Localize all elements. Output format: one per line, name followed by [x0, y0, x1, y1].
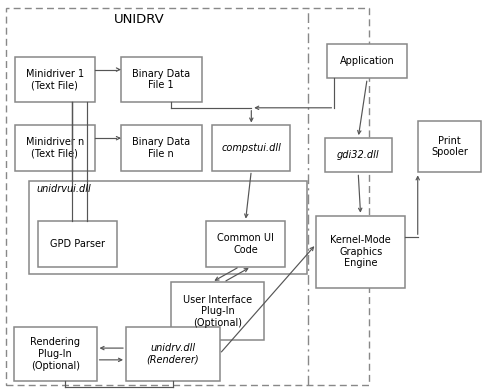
- Text: Print
Spooler: Print Spooler: [431, 136, 468, 158]
- Text: Kernel-Mode
Graphics
Engine: Kernel-Mode Graphics Engine: [330, 235, 391, 269]
- Bar: [327, 44, 407, 78]
- Text: unidrvui.dll: unidrvui.dll: [37, 184, 91, 194]
- Text: GPD Parser: GPD Parser: [50, 239, 105, 249]
- Bar: [325, 138, 392, 172]
- Text: compstui.dll: compstui.dll: [222, 143, 281, 153]
- Bar: [121, 125, 202, 171]
- Text: gdi32.dll: gdi32.dll: [337, 150, 380, 160]
- Bar: [29, 181, 307, 274]
- Bar: [126, 327, 220, 381]
- Text: unidrv.dll
(Renderer): unidrv.dll (Renderer): [146, 343, 199, 365]
- Bar: [6, 8, 369, 385]
- Bar: [212, 125, 290, 171]
- Bar: [14, 327, 97, 381]
- Bar: [15, 125, 95, 171]
- Bar: [206, 221, 285, 267]
- Bar: [418, 121, 481, 172]
- Bar: [38, 221, 117, 267]
- Text: Rendering
Plug-In
(Optional): Rendering Plug-In (Optional): [30, 338, 80, 370]
- Text: User Interface
Plug-In
(Optional): User Interface Plug-In (Optional): [183, 295, 252, 328]
- Text: Minidriver n
(Text File): Minidriver n (Text File): [26, 137, 84, 159]
- Text: Minidriver 1
(Text File): Minidriver 1 (Text File): [26, 69, 84, 90]
- Bar: [171, 282, 264, 340]
- Text: Common UI
Code: Common UI Code: [217, 233, 274, 255]
- Text: Binary Data
File n: Binary Data File n: [132, 137, 190, 159]
- Bar: [15, 57, 95, 102]
- Text: UNIDRV: UNIDRV: [114, 13, 164, 26]
- Text: Binary Data
File 1: Binary Data File 1: [132, 69, 190, 90]
- Text: Application: Application: [340, 56, 395, 66]
- Bar: [316, 216, 405, 288]
- Bar: [121, 57, 202, 102]
